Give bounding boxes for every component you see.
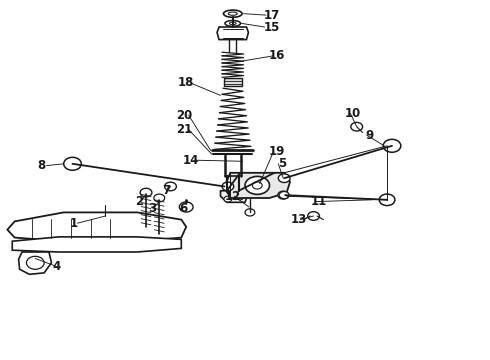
Circle shape [379, 194, 395, 206]
Circle shape [237, 195, 244, 200]
Text: 10: 10 [344, 107, 361, 120]
Circle shape [245, 176, 270, 194]
Ellipse shape [228, 12, 237, 15]
Text: 15: 15 [264, 21, 280, 33]
Text: 4: 4 [52, 260, 60, 273]
Circle shape [245, 209, 255, 216]
Circle shape [308, 212, 319, 220]
Circle shape [252, 182, 262, 189]
Circle shape [224, 196, 232, 202]
Polygon shape [19, 252, 51, 274]
Text: 8: 8 [38, 159, 46, 172]
Polygon shape [217, 27, 248, 40]
Circle shape [351, 122, 363, 131]
Text: 21: 21 [175, 123, 192, 136]
Circle shape [140, 188, 152, 197]
Circle shape [26, 256, 44, 269]
Text: 12: 12 [224, 190, 241, 203]
Text: 6: 6 [180, 202, 188, 215]
Text: 19: 19 [269, 145, 285, 158]
Text: 18: 18 [178, 76, 195, 89]
Circle shape [278, 191, 289, 199]
Circle shape [383, 139, 401, 152]
Polygon shape [12, 237, 181, 252]
Text: 5: 5 [278, 157, 286, 170]
Polygon shape [7, 212, 186, 241]
Text: 17: 17 [264, 9, 280, 22]
Polygon shape [224, 173, 290, 198]
Text: 3: 3 [148, 202, 156, 215]
Text: 14: 14 [183, 154, 199, 167]
Circle shape [278, 174, 290, 183]
Polygon shape [224, 78, 242, 86]
Text: 20: 20 [175, 109, 192, 122]
Circle shape [179, 202, 193, 212]
Text: 13: 13 [291, 213, 307, 226]
Text: 1: 1 [70, 217, 77, 230]
Circle shape [279, 192, 289, 199]
Ellipse shape [223, 10, 242, 17]
Text: 11: 11 [310, 195, 327, 208]
Circle shape [165, 182, 176, 191]
Text: 7: 7 [163, 184, 171, 197]
Circle shape [222, 182, 234, 191]
Circle shape [64, 157, 81, 170]
Text: 9: 9 [366, 129, 374, 141]
Ellipse shape [225, 21, 241, 26]
Polygon shape [220, 191, 247, 202]
Ellipse shape [229, 22, 236, 24]
Text: 2: 2 [136, 195, 144, 208]
Circle shape [154, 194, 165, 202]
Text: 16: 16 [269, 49, 285, 62]
